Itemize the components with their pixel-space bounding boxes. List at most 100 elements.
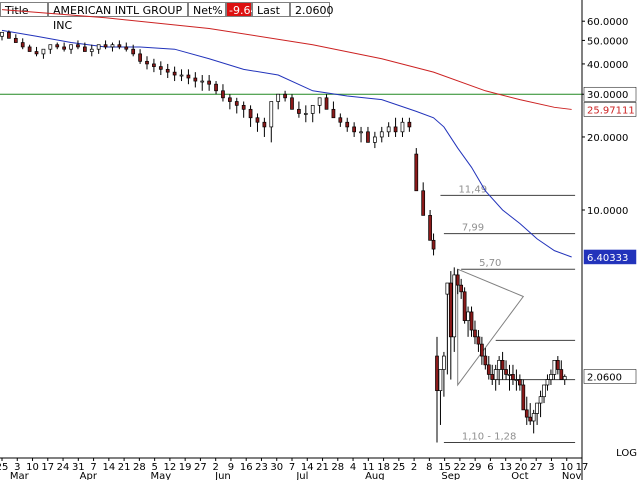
candle-body [386,126,391,133]
triangle-pattern [457,268,525,387]
x-tick-label: 27 [194,462,207,473]
level-label: 5,70 [479,258,501,269]
candle-body [552,360,557,375]
candle-body [186,74,191,79]
candle-body [473,329,477,338]
x-tick-label: 5 [151,462,157,473]
candle-body [110,44,115,48]
candle-body [528,416,533,422]
candle-body [34,51,39,55]
candle-body [48,44,53,50]
x-tick-label: 2 [212,462,218,473]
y-tick-label: 10.0000 [587,206,628,217]
moving-average-layer [1,9,572,258]
x-tick-label: 17 [41,462,54,473]
candle-body [310,104,315,114]
candle-body [448,282,453,338]
candle-body [103,44,108,48]
x-tick-label: 7 [289,462,295,473]
candle-body [200,80,205,83]
candle-body [562,376,567,380]
candle-body [303,113,308,115]
level-label: 7,99 [462,223,484,234]
candle-body [379,131,384,138]
candle-body [359,131,363,134]
x-tick-label: 14 [301,462,314,473]
candle-body [500,360,505,370]
x-tick-label: 31 [72,462,85,473]
x-month-label: Mar [10,471,30,480]
candle-body [559,369,564,380]
candle-body [504,369,508,375]
x-month-label: Sep [441,471,460,480]
candle-body [234,101,239,106]
candle-body [507,374,512,376]
x-month-label: Jun [214,471,231,480]
x-tick-label: 18 [377,462,390,473]
x-tick-label: 10 [560,462,573,473]
candle-body [69,44,73,50]
value-tag-box [583,249,637,265]
candle-body [221,90,225,99]
x-tick-label: 27 [530,462,543,473]
x-tick-label: 25 [0,462,8,473]
candle-body [462,291,467,321]
candle-body [466,311,470,321]
candle-body [514,379,519,381]
x-month-label: Nov [562,471,582,480]
x-tick-label: 11 [362,462,375,473]
candle-body [241,104,246,110]
x-tick-label: 25 [392,462,405,473]
candle-body [469,311,474,331]
x-month-label: Oct [511,471,528,480]
x-tick-label: 14 [102,462,115,473]
x-tick-label: 15 [438,462,451,473]
candle-body [331,108,336,119]
x-tick-label: 8 [426,462,432,473]
candle-body [41,48,46,55]
x-tick-label: 10 [26,462,39,473]
candle-body [158,66,163,70]
x-tick-label: 30 [270,462,283,473]
x-tick-label: 4 [350,462,356,473]
candle-body [542,384,546,398]
candle-body [549,374,553,380]
candle-body [431,239,436,250]
x-tick-label: 2 [411,462,417,473]
x-tick-label: 28 [331,462,344,473]
candle-body [442,355,446,370]
y-tick-label: 50.0000 [587,36,628,47]
x-tick-label: 28 [133,462,146,473]
candle-body [13,37,18,43]
x-tick-label: 22 [454,462,467,473]
candle-body [435,355,439,392]
candle-body [7,31,11,39]
value-tag-box [583,369,637,384]
candle-body [83,46,87,52]
candle-body [407,121,412,128]
y-tick-label: 20.0000 [587,133,628,144]
x-tick-label: 7 [90,462,96,473]
netpct-label: Net% [188,2,226,17]
candle-body [445,282,450,295]
candle-body [497,360,501,370]
value-tag-label: 30.0000 [587,90,628,101]
value-tag-label: 25.97111 [587,105,635,116]
candle-body [283,93,287,99]
candle-body [531,413,536,422]
y-tick-label: 40.0000 [587,60,628,71]
candle-body [459,284,464,293]
value-tag-label: 2.0600 [587,372,622,383]
candle-body [172,71,177,76]
candle-body [493,369,498,380]
last-value: 2.0600 [290,2,334,17]
candle-body [297,108,301,114]
candle-body [131,48,136,55]
candle-body [324,97,329,110]
candle-body [545,379,550,386]
candle-body [455,274,460,286]
x-tick-label: 9 [228,462,234,473]
level-label: 1,10 - 1,28 [462,432,517,443]
candle-body [414,153,419,192]
candle-body [393,126,398,133]
